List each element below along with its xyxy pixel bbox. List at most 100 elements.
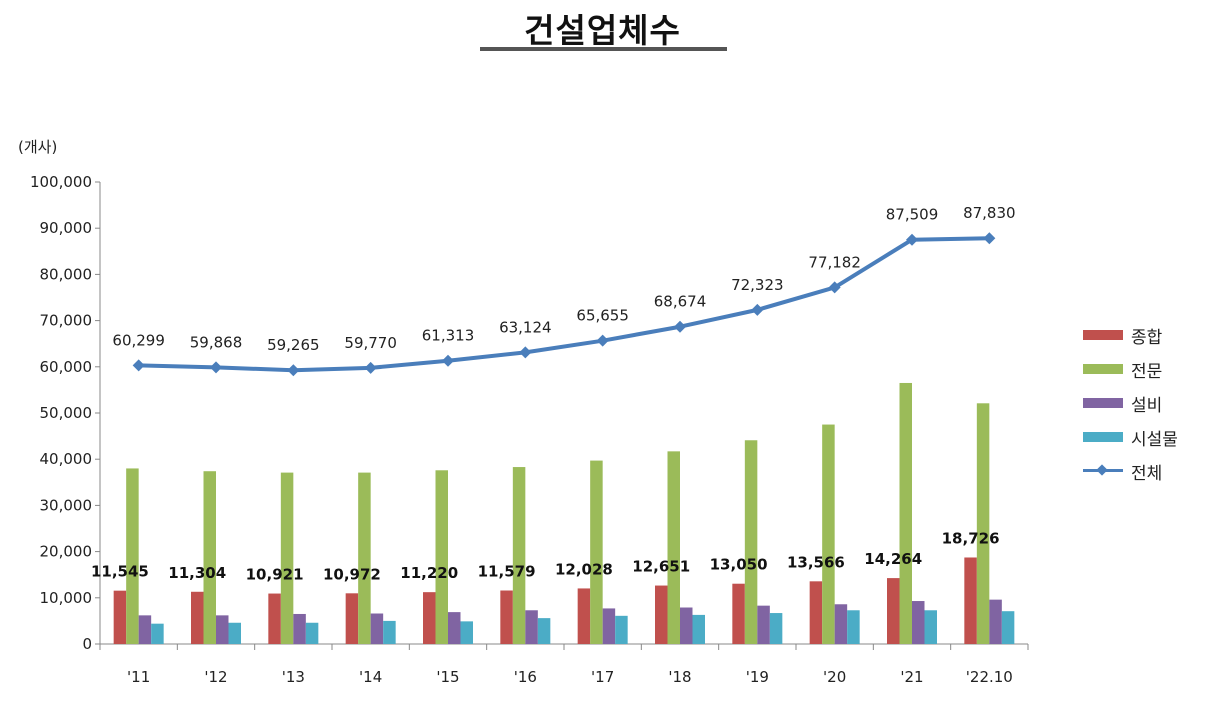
bar-전문 — [899, 382, 912, 644]
line-point-marker — [983, 232, 996, 245]
bar-종합 — [732, 583, 745, 644]
bar-전문 — [822, 424, 835, 644]
line-data-label: 68,674 — [654, 293, 707, 311]
line-data-label: 59,770 — [344, 334, 397, 352]
bar-전문 — [126, 468, 139, 644]
legend-item: 설비 — [1083, 386, 1213, 420]
legend-label: 종합 — [1131, 327, 1163, 348]
bar-전문 — [280, 472, 294, 644]
bar-설비 — [757, 605, 770, 644]
bar-전문 — [512, 467, 526, 644]
bar-data-label: 11,220 — [400, 564, 458, 582]
y-tick-label: 10,000 — [40, 589, 93, 607]
line-data-label: 59,868 — [190, 333, 243, 351]
bar-설비 — [912, 601, 925, 644]
bar-설비 — [834, 604, 848, 644]
bar-data-label: 12,028 — [555, 560, 613, 578]
bar-설비 — [138, 615, 152, 644]
bar-설비 — [370, 613, 384, 644]
bar-전문 — [976, 403, 990, 644]
y-tick-label: 40,000 — [40, 450, 93, 468]
bar-data-label: 12,651 — [632, 558, 690, 576]
line-point-marker — [828, 281, 841, 294]
bar-시설물 — [460, 621, 473, 644]
x-tick-label: '15 — [436, 668, 459, 686]
line-data-label: 61,313 — [422, 327, 475, 345]
y-tick-label: 90,000 — [40, 219, 93, 237]
chart-title: 건설업체수 — [524, 11, 681, 50]
x-tick-label: '19 — [746, 668, 769, 686]
line-point-marker — [906, 233, 918, 246]
line-data-label: 65,655 — [576, 307, 629, 325]
bar-data-label: 11,579 — [478, 563, 536, 581]
x-tick-label: '14 — [359, 668, 382, 686]
x-tick-label: '21 — [900, 668, 923, 686]
bar-data-label: 11,545 — [91, 563, 149, 581]
bar-시설물 — [383, 620, 396, 644]
bar-전문 — [590, 460, 603, 644]
bar-data-label: 14,264 — [864, 550, 922, 568]
line-point-marker — [596, 334, 609, 347]
line-data-label: 77,182 — [808, 253, 861, 271]
line-series-전체 — [138, 236, 990, 373]
bar-종합 — [809, 581, 823, 644]
title-underline — [480, 47, 727, 51]
bar-설비 — [293, 613, 306, 644]
legend-swatch — [1083, 432, 1123, 442]
y-axis-label: (개사) — [18, 138, 57, 156]
y-tick-label: 80,000 — [40, 265, 93, 283]
y-tick-label: 100,000 — [30, 173, 92, 191]
legend-item: 전문 — [1083, 352, 1213, 386]
bar-data-label: 18,726 — [942, 529, 1000, 547]
bar-시설물 — [228, 622, 241, 644]
bar-시설물 — [1001, 611, 1015, 644]
x-tick-label: '11 — [127, 668, 150, 686]
line-point-marker — [210, 361, 222, 374]
y-tick-label: 30,000 — [40, 496, 93, 514]
legend-item: 종합 — [1083, 318, 1213, 352]
bar-종합 — [191, 591, 204, 644]
line-point-marker — [519, 346, 532, 359]
x-tick-label: '13 — [282, 668, 305, 686]
y-tick-label: 50,000 — [40, 404, 93, 422]
line-data-label: 87,830 — [963, 204, 1016, 222]
y-tick-label: 20,000 — [40, 543, 93, 561]
bar-종합 — [113, 590, 127, 644]
bar-data-label: 10,972 — [323, 565, 381, 583]
y-tick-label: 0 — [82, 635, 92, 653]
legend-swatch — [1083, 398, 1123, 408]
line-point-marker — [674, 320, 686, 333]
bar-data-label: 13,566 — [787, 553, 845, 571]
line-point-marker — [132, 359, 145, 372]
bar-시설물 — [305, 622, 319, 644]
bar-종합 — [423, 592, 436, 644]
legend-item: 전체 — [1083, 454, 1213, 488]
bar-설비 — [448, 612, 461, 644]
legend-label: 시설물 — [1131, 429, 1178, 450]
bar-전문 — [435, 470, 448, 644]
bar-전문 — [744, 440, 758, 644]
bar-시설물 — [151, 623, 164, 644]
bar-종합 — [500, 590, 513, 644]
bar-설비 — [989, 599, 1002, 644]
bar-data-label: 13,050 — [710, 556, 768, 574]
legend-swatch — [1083, 465, 1123, 477]
legend-label: 전문 — [1131, 361, 1163, 382]
legend-label: 설비 — [1131, 395, 1163, 416]
legend-item: 시설물 — [1083, 420, 1213, 454]
x-tick-label: '20 — [823, 668, 846, 686]
bar-시설물 — [615, 615, 628, 644]
line-data-label: 59,265 — [267, 336, 320, 354]
x-tick-label: '22.10 — [966, 668, 1013, 686]
bar-시설물 — [537, 618, 551, 644]
bar-종합 — [577, 588, 591, 644]
bar-전문 — [203, 471, 216, 644]
line-point-marker — [364, 361, 377, 374]
line-data-label: 63,124 — [499, 318, 552, 336]
bar-전문 — [358, 472, 371, 644]
line-point-marker — [442, 354, 454, 367]
bar-data-label: 10,921 — [246, 566, 304, 584]
bar-시설물 — [924, 610, 937, 644]
